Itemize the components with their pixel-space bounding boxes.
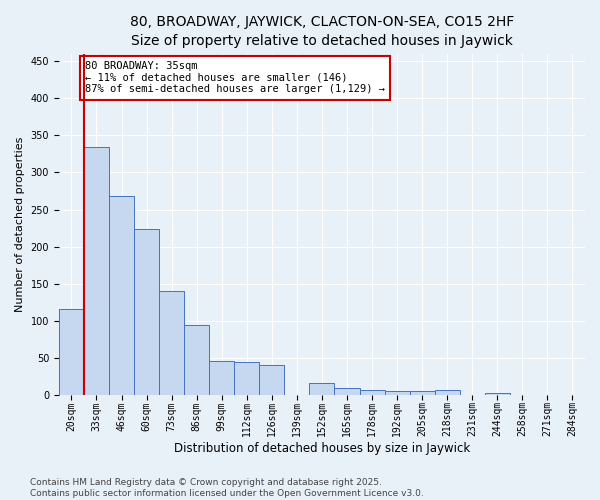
Title: 80, BROADWAY, JAYWICK, CLACTON-ON-SEA, CO15 2HF
Size of property relative to det: 80, BROADWAY, JAYWICK, CLACTON-ON-SEA, C…: [130, 15, 514, 48]
Bar: [84, 146, 109, 395]
Text: Contains HM Land Registry data © Crown copyright and database right 2025.
Contai: Contains HM Land Registry data © Crown c…: [30, 478, 424, 498]
Bar: [485, 392, 510, 395]
Bar: [359, 390, 385, 395]
Bar: [410, 391, 434, 395]
Bar: [159, 291, 184, 395]
Bar: [310, 383, 334, 395]
Bar: [59, 309, 84, 395]
X-axis label: Distribution of detached houses by size in Jaywick: Distribution of detached houses by size …: [174, 442, 470, 455]
Bar: [209, 361, 234, 395]
Bar: [434, 390, 460, 395]
Bar: [259, 366, 284, 395]
Bar: [109, 196, 134, 395]
Bar: [334, 388, 359, 395]
Bar: [134, 229, 159, 395]
Bar: [234, 362, 259, 395]
Y-axis label: Number of detached properties: Number of detached properties: [15, 136, 25, 312]
Bar: [184, 325, 209, 395]
Text: 80 BROADWAY: 35sqm
← 11% of detached houses are smaller (146)
87% of semi-detach: 80 BROADWAY: 35sqm ← 11% of detached hou…: [85, 61, 385, 94]
Bar: [385, 391, 410, 395]
